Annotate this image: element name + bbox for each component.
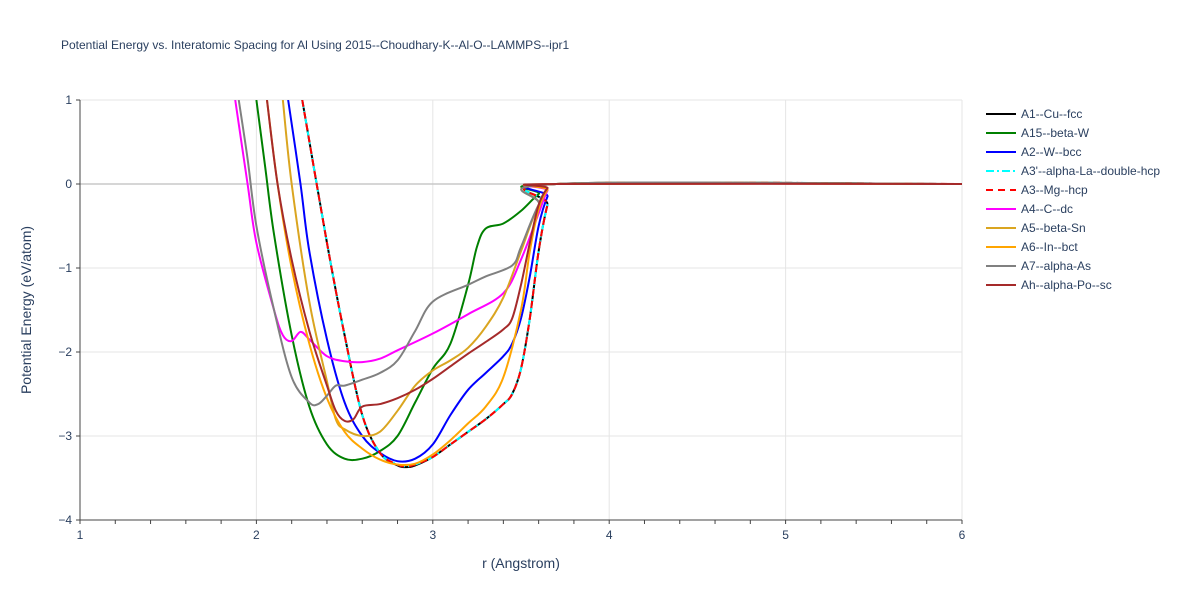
series-line-3	[301, 100, 962, 468]
series-line-4	[301, 100, 962, 468]
grid	[80, 99, 963, 520]
legend-label: A7--alpha-As	[1021, 259, 1091, 273]
legend-label: Ah--alpha-Po--sc	[1021, 278, 1112, 292]
legend-item[interactable]: A3--Mg--hcp	[986, 183, 1088, 197]
y-axis-title: Potential Energy (eV/atom)	[18, 226, 34, 394]
legend-label: A2--W--bcc	[1021, 145, 1081, 159]
y-tick-label: 1	[65, 93, 72, 107]
y-tick-label: −1	[58, 261, 72, 275]
legend-label: A5--beta-Sn	[1021, 221, 1086, 235]
x-tick-label: 3	[429, 528, 436, 542]
series-line-7	[265, 100, 962, 467]
legend-item[interactable]: A4--C--dc	[986, 202, 1073, 216]
y-tick-label: −2	[58, 345, 72, 359]
x-tick-label: 4	[606, 528, 613, 542]
legend-item[interactable]: A5--beta-Sn	[986, 221, 1086, 235]
series-line-9	[265, 100, 962, 423]
legend-label: A6--In--bct	[1021, 240, 1078, 254]
y-tick-label: −4	[58, 513, 72, 527]
chart-title: Potential Energy vs. Interatomic Spacing…	[61, 38, 570, 52]
legend[interactable]: A1--Cu--fcc A15--beta-W A2--W--bcc A3'--alp…	[986, 107, 1160, 292]
x-tick-label: 6	[959, 528, 966, 542]
series-line-5	[234, 100, 962, 364]
legend-item[interactable]: A1--Cu--fcc	[986, 107, 1082, 121]
legend-label: A4--C--dc	[1021, 202, 1073, 216]
series-line-0	[301, 100, 962, 469]
x-tick-label: 2	[253, 528, 260, 542]
series-line-8	[237, 100, 962, 407]
axes: 1 2 3 4 5 6 −4 −3 −2 −1 0 1	[58, 93, 965, 542]
legend-label: A15--beta-W	[1021, 126, 1090, 140]
x-tick-label: 5	[782, 528, 789, 542]
series-layer	[234, 100, 962, 469]
legend-item[interactable]: A6--In--bct	[986, 240, 1078, 254]
legend-item[interactable]: Ah--alpha-Po--sc	[986, 278, 1112, 292]
legend-item[interactable]: A3'--alpha-La--double-hcp	[986, 164, 1160, 178]
legend-item[interactable]: A7--alpha-As	[986, 259, 1091, 273]
legend-label: A3'--alpha-La--double-hcp	[1021, 164, 1160, 178]
x-tick-label: 1	[77, 528, 84, 542]
series-line-2	[287, 100, 962, 463]
legend-item[interactable]: A15--beta-W	[986, 126, 1090, 140]
legend-item[interactable]: A2--W--bcc	[986, 145, 1081, 159]
y-tick-label: −3	[58, 429, 72, 443]
y-tick-label: 0	[65, 177, 72, 191]
x-axis-title: r (Angstrom)	[482, 555, 560, 571]
legend-label: A1--Cu--fcc	[1021, 107, 1082, 121]
legend-label: A3--Mg--hcp	[1021, 183, 1088, 197]
